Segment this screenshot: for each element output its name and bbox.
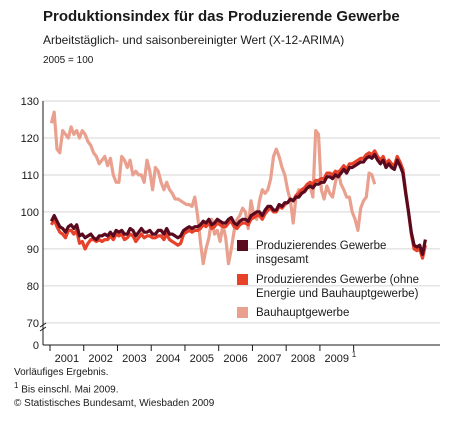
- legend-swatch: [237, 274, 248, 285]
- y-tick-label: 100: [21, 207, 39, 219]
- chart-title: Produktionsindex für das Produzierende G…: [43, 8, 400, 25]
- base-year-note: 2005 = 100: [43, 55, 94, 66]
- x-tick-label: 2003: [122, 353, 146, 365]
- axis-break-mark: [39, 322, 47, 332]
- series-line-1: [49, 149, 427, 260]
- y-tick-label: 130: [21, 96, 39, 108]
- footnotes: Vorläufiges Ergebnis. 1 Bis einschl. Mai…: [14, 366, 119, 396]
- legend-swatch: [237, 307, 248, 318]
- x-tick-label: 2007: [257, 353, 281, 365]
- x-tick-footnote: 1: [352, 350, 357, 359]
- x-tick-label: 2002: [88, 353, 112, 365]
- legend-label-line2: Energie und Bauhauptgewerbe): [256, 288, 419, 300]
- x-tick-label: 2006: [223, 353, 247, 365]
- series-lines: [49, 110, 427, 266]
- copyright: © Statistisches Bundesamt, Wiesbaden 200…: [14, 398, 215, 409]
- y-tick-label: 70: [27, 318, 39, 330]
- footnote-mark: 1: [14, 381, 19, 390]
- footnote-text: Bis einschl. Mai 2009.: [18, 384, 119, 396]
- x-axis-ticks: 2001 2002 2003 2004 2005 2006 2007 2008 2009 1: [49, 345, 357, 365]
- y-tick-label: 120: [21, 133, 39, 145]
- legend-swatch: [237, 240, 248, 251]
- x-tick-label: 2008: [291, 353, 315, 365]
- y-tick-label: 110: [21, 170, 39, 182]
- footnote-1: 1 Bis einschl. Mai 2009.: [14, 379, 119, 396]
- legend-label: Produzierendes Gewerbe: [256, 240, 386, 252]
- preliminary-note: Vorläufiges Ergebnis.: [14, 367, 109, 378]
- legend-label: Produzierendes Gewerbe (ohne: [256, 274, 419, 286]
- series-line-0: [49, 153, 427, 256]
- y-tick-label: 80: [27, 281, 39, 293]
- y-tick-label: 90: [27, 244, 39, 256]
- x-tick-label: 2009: [325, 353, 349, 365]
- legend-label: Bauhauptgewerbe: [256, 307, 349, 319]
- legend-label-line2: insgesamt: [256, 254, 309, 266]
- x-tick-label: 2004: [156, 353, 180, 365]
- x-tick-label: 2001: [55, 353, 79, 365]
- y-tick-label-zero: 0: [33, 340, 39, 352]
- chart-subtitle: Arbeitstäglich- und saisonbereinigter We…: [43, 33, 345, 47]
- y-axis-ticks: 70 80 90 100 110 120 130 0: [21, 96, 47, 352]
- x-tick-label: 2005: [190, 353, 214, 365]
- legend: Produzierendes Gewerbe insgesamt Produzier…: [237, 240, 419, 319]
